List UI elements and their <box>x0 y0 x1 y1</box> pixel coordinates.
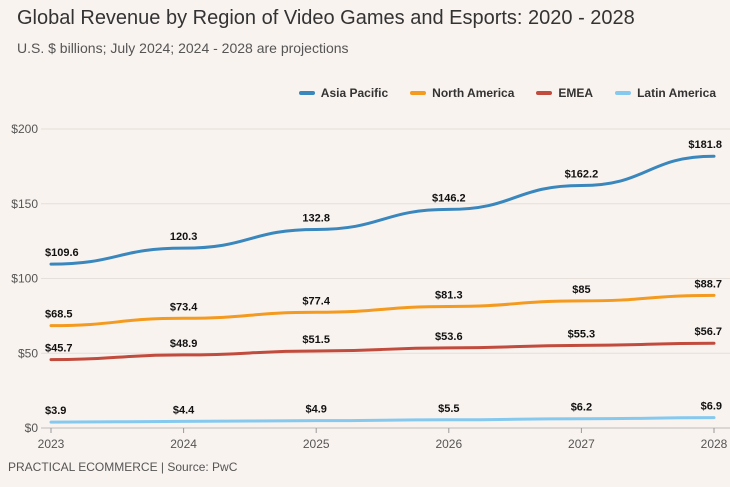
data-label: $68.5 <box>45 309 73 321</box>
y-tick-label: $150 <box>11 197 38 211</box>
data-label: $6.9 <box>701 401 722 413</box>
x-tick-label: 2028 <box>701 437 728 451</box>
data-label: $4.9 <box>305 404 326 416</box>
data-label: $181.8 <box>688 139 722 151</box>
series-line-emea <box>49 341 716 362</box>
series-line-latin-america <box>49 416 716 424</box>
legend-swatch-asia-pacific <box>298 91 315 95</box>
legend-swatch-emea <box>536 91 553 95</box>
data-label: $45.7 <box>45 343 73 355</box>
legend-swatch-north-america <box>410 91 427 95</box>
legend-label-asia-pacific: Asia Pacific <box>320 86 389 100</box>
data-label: $146.2 <box>432 192 466 204</box>
legend: Asia Pacific North America EMEA Latin Am… <box>298 86 716 100</box>
data-label: $77.4 <box>302 295 330 307</box>
data-label: $85 <box>572 284 590 296</box>
data-label: $6.2 <box>571 402 592 414</box>
y-tick-label: $200 <box>11 122 38 136</box>
legend-label-north-america: North America <box>432 86 515 100</box>
data-label: $53.6 <box>435 331 463 343</box>
legend-item-north-america: North America <box>410 86 514 100</box>
series-line-asia-pacific <box>49 154 716 266</box>
data-label: $5.5 <box>438 403 459 415</box>
data-label: 120.3 <box>170 231 198 243</box>
data-label: $73.4 <box>170 301 198 313</box>
chart-title: Global Revenue by Region of Video Games … <box>17 7 635 29</box>
x-tick-label: 2026 <box>435 437 462 451</box>
data-label: 132.8 <box>302 212 330 224</box>
x-tick-label: 2027 <box>568 437 595 451</box>
data-label: $51.5 <box>302 334 330 346</box>
legend-item-latin-america: Latin America <box>615 86 716 100</box>
legend-label-emea: EMEA <box>558 86 594 100</box>
y-tick-label: $50 <box>18 346 38 360</box>
source-note: PRACTICAL ECOMMERCE | Source: PwC <box>8 460 238 474</box>
data-label: $3.9 <box>45 405 66 417</box>
data-label: $4.4 <box>173 404 195 416</box>
x-tick-label: 2025 <box>303 437 330 451</box>
data-label: $81.3 <box>435 289 463 301</box>
legend-item-asia-pacific: Asia Pacific <box>298 86 389 100</box>
data-label: $109.6 <box>45 247 79 259</box>
y-tick-label: $0 <box>25 421 39 435</box>
y-tick-label: $100 <box>11 272 38 286</box>
series-line-north-america <box>49 293 716 328</box>
data-label: $88.7 <box>694 278 722 290</box>
legend-item-emea: EMEA <box>536 86 593 100</box>
legend-label-latin-america: Latin America <box>637 86 716 100</box>
data-label: $48.9 <box>170 338 198 350</box>
data-label: $162.2 <box>565 169 599 181</box>
x-tick-label: 2024 <box>170 437 197 451</box>
legend-swatch-latin-america <box>615 91 632 95</box>
x-tick-label: 2023 <box>38 437 65 451</box>
data-label: $56.7 <box>694 326 722 338</box>
data-label: $55.3 <box>568 328 596 340</box>
chart-subtitle: U.S. $ billions; July 2024; 2024 - 2028 … <box>17 40 349 56</box>
